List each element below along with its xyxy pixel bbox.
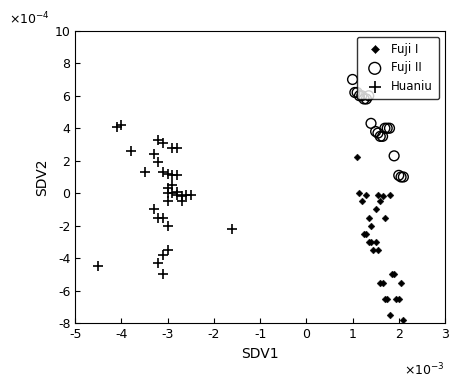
Huaniu	[140, 169, 148, 175]
Huaniu	[159, 140, 167, 146]
Fuji I	[374, 192, 381, 198]
Fuji I	[381, 215, 388, 221]
Fuji II	[399, 174, 406, 180]
Fuji I	[364, 239, 372, 245]
Huaniu	[164, 185, 171, 191]
Fuji I	[355, 190, 362, 196]
Fuji I	[374, 247, 381, 253]
Huaniu	[178, 198, 185, 204]
Huaniu	[182, 192, 190, 198]
Fuji II	[390, 153, 397, 159]
Huaniu	[164, 247, 171, 253]
Text: $\times 10^{-4}$: $\times 10^{-4}$	[9, 11, 50, 28]
Huaniu	[164, 190, 171, 196]
Fuji I	[371, 239, 379, 245]
Fuji II	[353, 89, 360, 96]
Fuji II	[378, 133, 386, 140]
Fuji I	[357, 198, 364, 204]
Huaniu	[154, 215, 162, 221]
Fuji I	[394, 296, 402, 302]
Fuji II	[348, 76, 355, 83]
Huaniu	[113, 124, 120, 130]
Fuji I	[383, 296, 390, 302]
Huaniu	[150, 151, 157, 157]
Huaniu	[168, 172, 176, 179]
Fuji II	[383, 125, 390, 131]
Fuji I	[378, 280, 386, 286]
Fuji II	[357, 92, 364, 99]
Fuji II	[364, 92, 372, 99]
Huaniu	[228, 226, 235, 232]
Fuji I	[353, 154, 360, 161]
Fuji II	[385, 125, 392, 131]
Huaniu	[159, 252, 167, 258]
Huaniu	[150, 206, 157, 213]
X-axis label: SDV1: SDV1	[241, 347, 278, 361]
Huaniu	[127, 148, 134, 154]
Huaniu	[154, 136, 162, 143]
Huaniu	[168, 190, 176, 196]
Fuji II	[374, 130, 381, 136]
Fuji II	[367, 120, 374, 126]
Fuji II	[376, 133, 383, 140]
Huaniu	[164, 170, 171, 177]
Huaniu	[159, 169, 167, 175]
Huaniu	[178, 193, 185, 200]
Huaniu	[164, 223, 171, 229]
Huaniu	[118, 122, 125, 128]
Fuji I	[362, 192, 369, 198]
Fuji I	[387, 271, 395, 278]
Huaniu	[159, 271, 167, 278]
Fuji I	[359, 231, 367, 237]
Fuji I	[367, 239, 374, 245]
Huaniu	[168, 145, 176, 151]
Fuji I	[397, 280, 404, 286]
Fuji I	[378, 193, 386, 200]
Huaniu	[173, 172, 180, 179]
Fuji II	[394, 172, 402, 179]
Fuji II	[397, 174, 404, 180]
Fuji I	[367, 223, 374, 229]
Fuji I	[381, 296, 388, 302]
Fuji I	[376, 280, 383, 286]
Fuji I	[371, 206, 379, 213]
Fuji II	[381, 125, 388, 131]
Legend: Fuji I, Fuji II, Huaniu: Fuji I, Fuji II, Huaniu	[356, 37, 438, 99]
Fuji II	[362, 96, 369, 102]
Huaniu	[95, 263, 102, 269]
Fuji I	[369, 247, 376, 253]
Fuji I	[399, 317, 406, 323]
Huaniu	[173, 145, 180, 151]
Fuji I	[376, 198, 383, 204]
Huaniu	[164, 198, 171, 204]
Huaniu	[173, 192, 180, 198]
Fuji I	[392, 296, 399, 302]
Fuji II	[355, 92, 362, 99]
Fuji II	[350, 89, 358, 96]
Fuji I	[364, 215, 372, 221]
Fuji I	[390, 271, 397, 278]
Fuji II	[359, 96, 367, 102]
Huaniu	[173, 188, 180, 195]
Huaniu	[187, 192, 194, 198]
Huaniu	[154, 159, 162, 165]
Fuji I	[385, 312, 392, 318]
Text: $\times 10^{-3}$: $\times 10^{-3}$	[403, 361, 444, 378]
Fuji I	[385, 192, 392, 198]
Huaniu	[154, 260, 162, 266]
Huaniu	[168, 182, 176, 188]
Fuji I	[362, 231, 369, 237]
Y-axis label: SDV2: SDV2	[35, 158, 49, 196]
Huaniu	[159, 215, 167, 221]
Fuji II	[371, 128, 379, 135]
